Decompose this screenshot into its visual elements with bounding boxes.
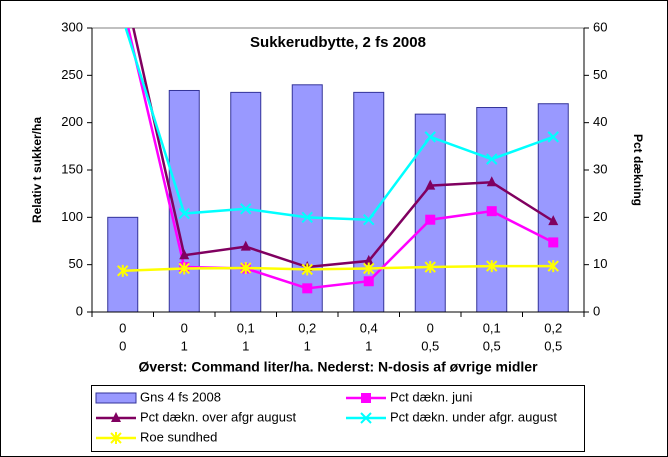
y-tick-label: 150 — [61, 161, 83, 176]
y2-tick-label: 0 — [593, 303, 600, 318]
bar — [414, 113, 446, 312]
x-tick-label: 0,2 — [298, 320, 316, 335]
x-tick-label: 0 — [427, 320, 434, 335]
marker — [548, 237, 559, 248]
marker — [179, 249, 190, 260]
y-tick-label: 50 — [69, 256, 83, 271]
marker — [425, 179, 436, 190]
marker — [547, 260, 559, 273]
bar — [230, 91, 262, 312]
marker — [361, 393, 371, 403]
marker — [363, 213, 375, 226]
legend — [91, 385, 585, 452]
marker — [240, 240, 251, 251]
bar — [168, 89, 200, 312]
y2-tick-label: 50 — [593, 67, 607, 82]
bar — [353, 91, 385, 312]
line — [132, 28, 554, 269]
marker — [301, 263, 313, 276]
y-tick-label: 200 — [61, 114, 83, 129]
y2-tick-label: 40 — [593, 114, 607, 129]
marker — [486, 206, 497, 217]
y2-axis-label: Pct dækning — [631, 134, 645, 206]
x-tick-label-2: 1 — [242, 338, 249, 353]
line — [124, 28, 554, 221]
x-tick-label: 0 — [181, 320, 188, 335]
legend-label: Pct dækn. under afgr. august — [390, 409, 557, 424]
x-tick-label: 0,1 — [483, 320, 501, 335]
x-tick-label-2: 0,5 — [483, 338, 501, 353]
x-tick-label-2: 1 — [304, 338, 311, 353]
marker — [547, 131, 559, 143]
marker — [363, 262, 375, 275]
bar — [107, 216, 139, 312]
marker — [424, 261, 436, 274]
marker — [486, 176, 497, 187]
marker — [178, 262, 190, 275]
y2-tick-label: 10 — [593, 256, 607, 271]
plot-content — [107, 28, 569, 312]
x-tick-label-2: 0,5 — [544, 338, 562, 353]
marker — [301, 211, 313, 224]
marker — [240, 203, 252, 215]
x-tick-label: 0,2 — [544, 320, 562, 335]
marker — [363, 276, 374, 287]
legend-label: Roe sundhed — [140, 429, 217, 444]
x-tick-label: 0 — [119, 320, 126, 335]
y-axis-label: Relativ t sukker/ha — [30, 117, 44, 223]
x-tick-label: 0,1 — [237, 320, 255, 335]
chart-title: Sukkerudbytte, 2 fs 2008 — [250, 34, 426, 51]
legend-label: Gns 4 fs 2008 — [140, 389, 221, 404]
marker — [486, 153, 498, 165]
marker — [111, 412, 121, 422]
x-axis-label: Øverst: Command liter/ha. Nederst: N-dos… — [138, 359, 538, 375]
y-tick-label: 0 — [76, 303, 83, 318]
legend-label: Pct dækn. over afgr august — [140, 409, 296, 424]
line — [122, 264, 554, 273]
legend-swatch — [95, 392, 137, 404]
marker — [425, 214, 436, 225]
marker — [240, 261, 252, 274]
marker — [178, 207, 190, 220]
x-tick-label-2: 0 — [119, 338, 126, 353]
y-tick-label: 300 — [61, 19, 83, 34]
y-tick-label: 100 — [61, 209, 83, 224]
x-tick-label-2: 1 — [181, 338, 188, 353]
bar — [291, 84, 323, 312]
marker — [363, 254, 374, 265]
legend-label: Pct dækn. juni — [390, 389, 472, 404]
y2-tick-label: 20 — [593, 209, 607, 224]
x-tick-label-2: 0,5 — [421, 338, 439, 353]
x-tick-label: 0,4 — [360, 320, 378, 335]
bar — [537, 103, 569, 312]
y2-tick-label: 60 — [593, 19, 607, 34]
y-tick-label: 250 — [61, 67, 83, 82]
marker — [302, 283, 313, 294]
y2-tick-label: 30 — [593, 161, 607, 176]
marker — [360, 412, 372, 424]
marker — [548, 215, 559, 226]
marker — [486, 260, 498, 273]
marker — [110, 432, 122, 444]
x-tick-label-2: 1 — [365, 338, 372, 353]
marker — [117, 264, 129, 277]
marker — [424, 131, 436, 143]
